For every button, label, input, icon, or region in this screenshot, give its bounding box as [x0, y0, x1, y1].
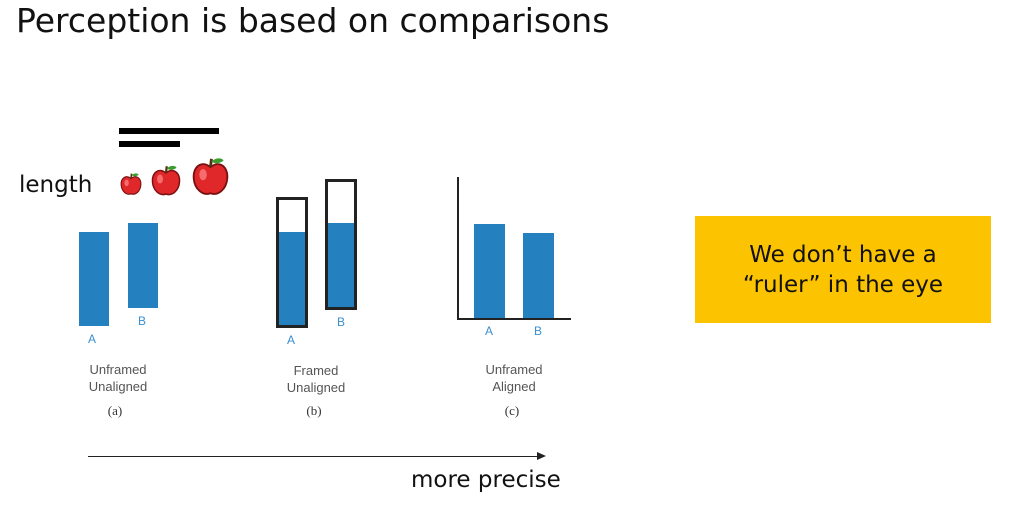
- short-line: [119, 141, 180, 147]
- arrow-right-icon: [537, 452, 546, 460]
- panel-a-tag: (a): [107, 403, 123, 418]
- length-label: length: [19, 172, 93, 198]
- panel-b-letter-a: A: [286, 333, 295, 347]
- panel-c-y-axis: [457, 177, 459, 320]
- slide-title: Perception is based on comparisons: [16, 1, 610, 40]
- panel-b-bar-a: [279, 232, 305, 325]
- panel-b-caption-line1: Framed: [293, 363, 339, 378]
- panel-b-tag: (b): [306, 403, 322, 418]
- large-apple-icon: [192, 158, 229, 195]
- panel-c-tag: (c): [504, 403, 520, 418]
- precision-arrow-line: [88, 456, 539, 457]
- panel-c-bar-b: [523, 233, 554, 318]
- ruler-callout: We don’t have a “ruler” in the eye: [695, 216, 991, 323]
- medium-apple-icon: [151, 165, 181, 196]
- small-apple-icon: [120, 173, 142, 195]
- panel-a-bar-b: [128, 223, 158, 308]
- panel-c-caption-line2: Aligned: [492, 379, 536, 394]
- panel-c-bar-a: [474, 224, 505, 318]
- panel-a-caption-line1: Unframed: [89, 362, 147, 377]
- panel-a-bar-a: [79, 232, 109, 326]
- panel-c-x-axis: [457, 318, 571, 320]
- panel-a-caption-line2: Unaligned: [88, 379, 148, 394]
- panel-b-letter-b: B: [336, 315, 345, 329]
- panel-b-bar-b: [328, 223, 354, 307]
- panel-c-caption-line1: Unframed: [485, 362, 543, 377]
- precision-label: more precise: [411, 467, 561, 493]
- panel-c-letter-b: B: [533, 324, 542, 338]
- panel-a-letter-a: A: [87, 332, 96, 346]
- panel-b-caption-line2: Unaligned: [286, 380, 346, 395]
- panel-c-letter-a: A: [484, 324, 493, 338]
- panel-a-letter-b: B: [137, 314, 146, 328]
- long-line: [119, 128, 219, 134]
